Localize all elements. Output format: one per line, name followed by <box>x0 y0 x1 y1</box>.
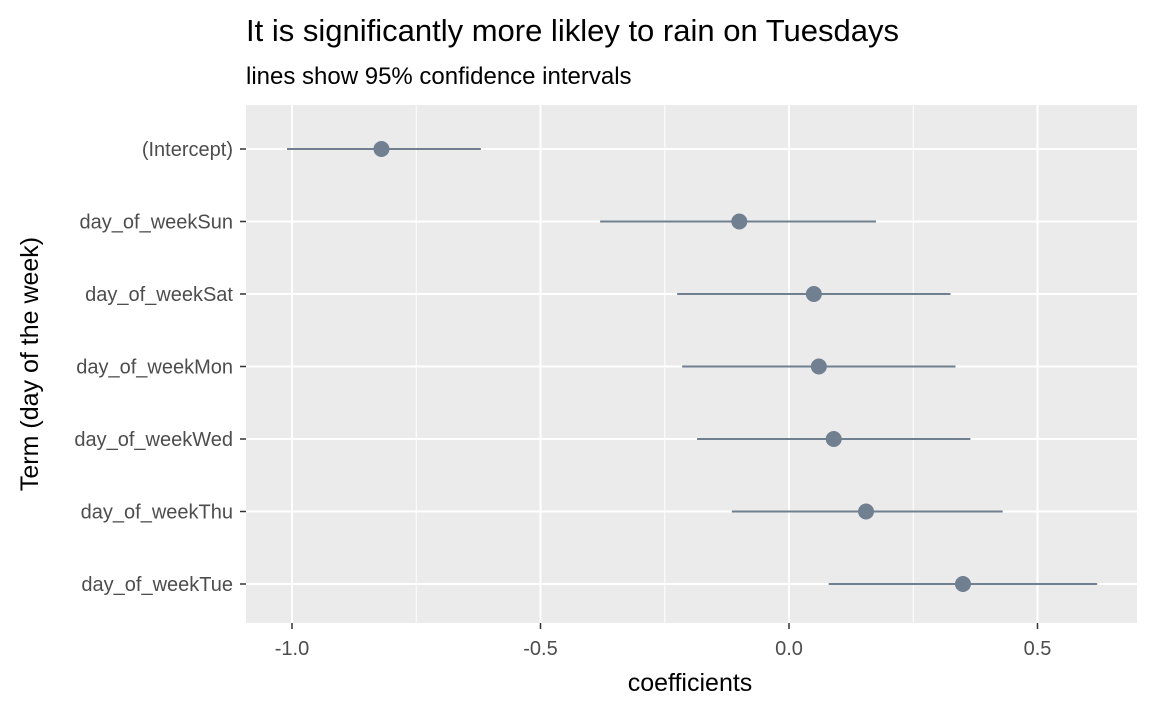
x-tick-label: -1.0 <box>275 638 309 660</box>
x-tick-label: -0.5 <box>523 638 557 660</box>
x-tick-label: 0.0 <box>775 638 803 660</box>
x-axis: -1.0 -0.5 0.0 0.5 <box>275 623 1052 660</box>
x-axis-title: coefficients <box>628 669 753 697</box>
y-tick-label: day_of_weekTue <box>81 574 233 596</box>
y-tick-label: day_of_weekSun <box>80 212 233 234</box>
y-tick-label: day_of_weekMon <box>76 357 233 379</box>
estimate-point <box>954 576 971 592</box>
estimate-point <box>805 286 822 302</box>
chart-subtitle: lines show 95% confidence intervals <box>246 63 632 90</box>
y-tick-label: (Intercept) <box>142 139 233 161</box>
y-axis: (Intercept) day_of_weekSun day_of_weekSatd… <box>74 139 246 596</box>
x-tick-label: 0.5 <box>1024 638 1052 660</box>
estimate-point <box>825 431 842 447</box>
y-axis-title: Term (day of the week) <box>16 237 44 491</box>
plot-panel <box>246 105 1137 623</box>
estimate-point <box>373 141 390 157</box>
y-tick-label: day_of_weekSat <box>85 284 233 306</box>
data-marks <box>287 141 1098 592</box>
y-tick-label: day_of_weekThu <box>81 502 233 524</box>
estimate-point <box>731 213 748 230</box>
estimate-point <box>858 503 875 520</box>
y-tick-label: day_of_weekWed <box>74 429 233 451</box>
estimate-point <box>810 358 827 375</box>
minor-gridlines <box>415 105 914 623</box>
chart-title: It is significantly more likley to rain … <box>246 13 899 48</box>
